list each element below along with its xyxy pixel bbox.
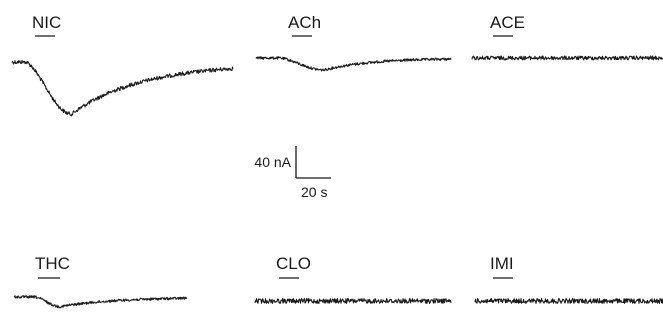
panel-label-clo: CLO [276,254,311,273]
scale-bar-time-label: 20 s [301,184,327,200]
scale-bar: 40 nA 20 s [254,146,331,200]
panel-imi: IMI [474,254,663,304]
panel-label-ace: ACE [490,13,525,32]
panel-thc: THC [13,254,188,309]
panel-ace: ACE [471,13,663,61]
trace-ach [255,56,452,72]
trace-imi [474,298,663,304]
trace-clo [254,298,452,304]
trace-nic [11,59,234,117]
panel-label-imi: IMI [490,254,514,273]
panel-label-nic: NIC [32,13,61,32]
scale-bar-current-label: 40 nA [254,154,291,170]
trace-thc [13,295,188,309]
panel-ach: ACh [255,13,452,72]
panel-nic: NIC [11,13,234,117]
panel-label-ach: ACh [288,13,321,32]
trace-ace [471,55,663,61]
panel-clo: CLO [254,254,452,304]
panel-label-thc: THC [35,254,70,273]
